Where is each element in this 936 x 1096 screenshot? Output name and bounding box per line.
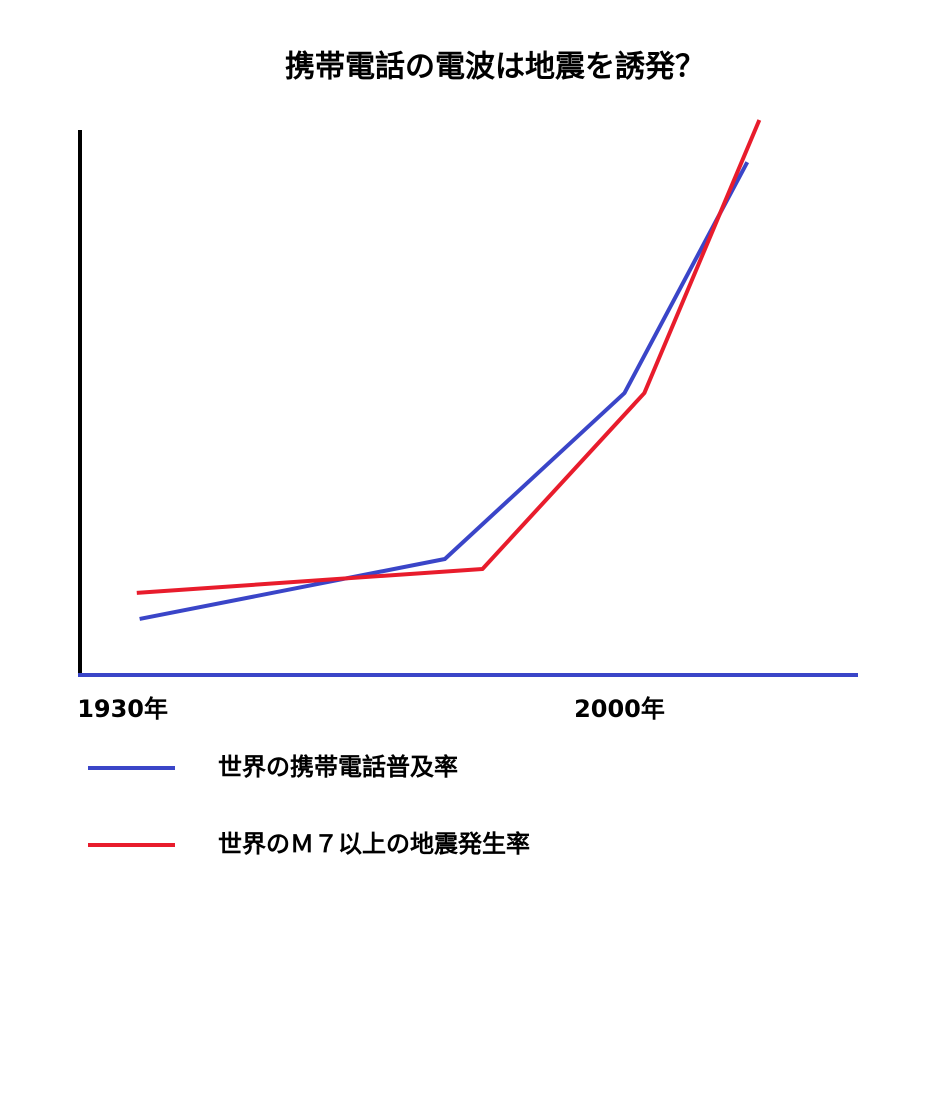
series-line	[139, 161, 750, 621]
chart-title: 携帯電話の電波は地震を誘発？	[285, 50, 705, 85]
legend-label: 世界の携帯電話普及率	[218, 753, 458, 781]
legend-label: 世界のＭ７以上の地震発生率	[218, 830, 530, 858]
x-tick-label: 1930年	[77, 695, 168, 723]
series-line	[136, 119, 762, 595]
x-tick-label: 2000年	[574, 695, 665, 723]
